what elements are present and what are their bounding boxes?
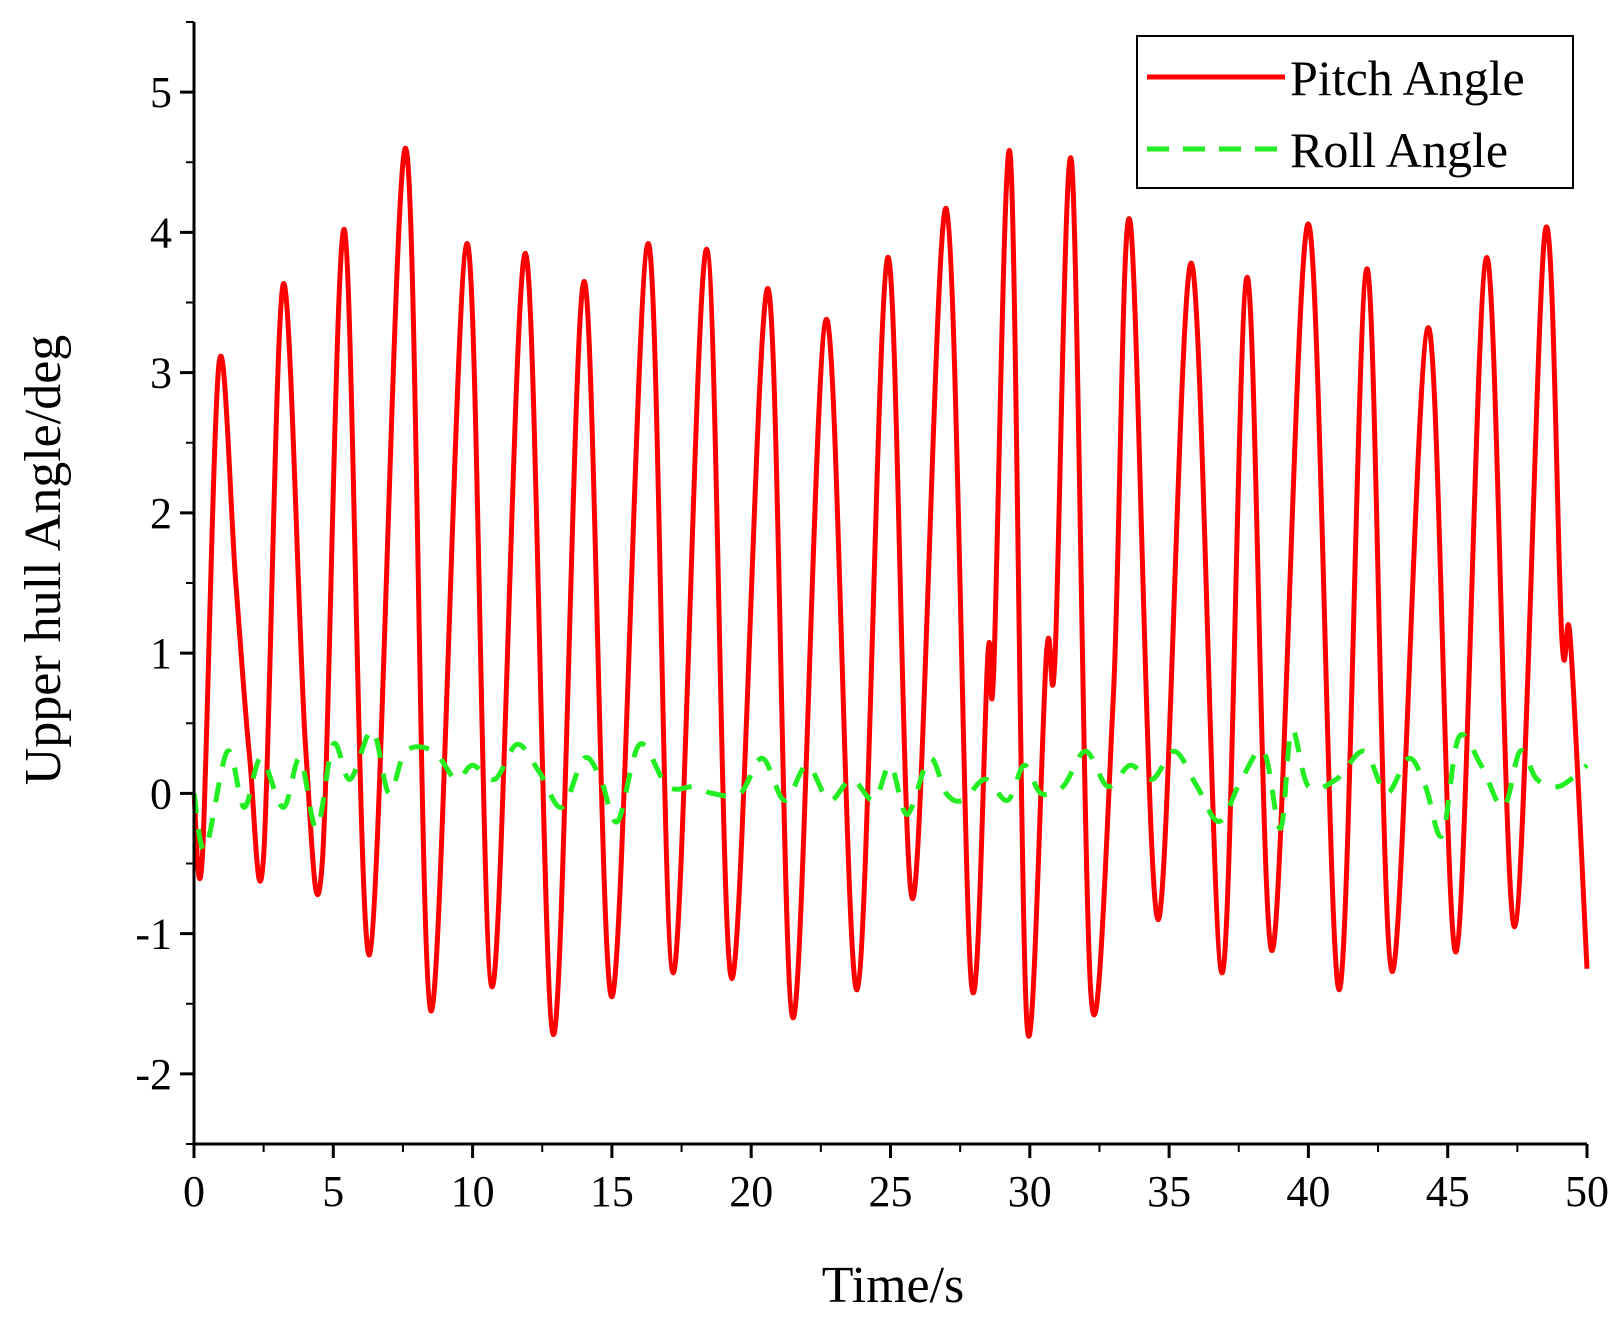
y-tick-label: 2 <box>150 489 172 538</box>
x-tick-label: 35 <box>1147 1167 1191 1216</box>
x-tick-label: 0 <box>183 1167 205 1216</box>
legend-label-roll: Roll Angle <box>1290 122 1508 178</box>
series-roll-angle-line <box>191 727 1589 853</box>
y-tick-label: -1 <box>135 910 172 959</box>
y-tick-label: 1 <box>150 629 172 678</box>
x-tick-label: 5 <box>322 1167 344 1216</box>
series-layer <box>191 145 1590 1039</box>
x-tick-label: 40 <box>1286 1167 1330 1216</box>
y-tick-label: 4 <box>150 208 172 257</box>
y-tick-label: 5 <box>150 68 172 117</box>
x-tick-label: 20 <box>729 1167 773 1216</box>
series-pitch-angle-line <box>191 145 1590 1039</box>
x-tick-label: 10 <box>451 1167 495 1216</box>
y-tick-label: -2 <box>135 1050 172 1099</box>
legend-label-pitch: Pitch Angle <box>1290 50 1525 106</box>
x-axis-title: Time/s <box>822 1257 965 1314</box>
x-tick-label: 50 <box>1565 1167 1609 1216</box>
y-tick-label: 0 <box>150 769 172 818</box>
x-tick-label: 15 <box>590 1167 634 1216</box>
legend: Pitch Angle Roll Angle <box>1136 35 1574 189</box>
x-tick-label: 25 <box>869 1167 913 1216</box>
x-tick-label: 30 <box>1008 1167 1052 1216</box>
y-axis-title: Upper hull Angle/deg <box>15 335 72 786</box>
y-tick-label: 3 <box>150 349 172 398</box>
legend-box <box>1136 35 1574 189</box>
x-tick-label: 45 <box>1426 1167 1470 1216</box>
